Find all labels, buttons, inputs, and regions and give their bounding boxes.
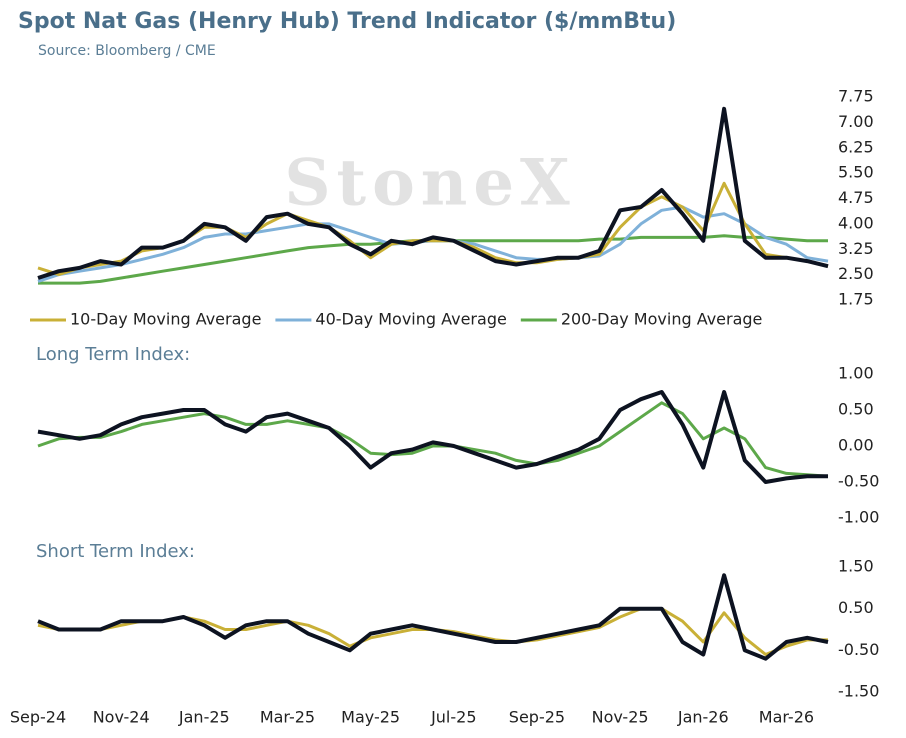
panel-title: Short Term Index:	[36, 541, 195, 562]
legend-label: 40-Day Moving Average	[315, 310, 506, 329]
series-line	[37, 390, 828, 484]
y-tick-label: 1.00	[838, 364, 874, 383]
x-tick-label: Mar-25	[260, 708, 315, 727]
series-line	[38, 234, 828, 285]
chart-subtitle: Source: Bloomberg / CME	[38, 43, 216, 59]
y-tick-label: -1.50	[838, 682, 879, 701]
x-tick-label: Jul-25	[430, 708, 476, 727]
series-line	[37, 106, 829, 280]
y-tick-label: 5.50	[838, 163, 874, 182]
panel-title: Long Term Index:	[36, 344, 190, 365]
x-tick-label: Nov-24	[93, 708, 150, 727]
x-tick-label: Jan-26	[677, 708, 729, 727]
y-tick-label: 0.00	[838, 436, 874, 455]
legend-label: 200-Day Moving Average	[561, 310, 763, 329]
x-tick-label: Sep-25	[509, 708, 565, 727]
y-tick-label: 1.50	[838, 557, 874, 576]
x-tick-label: May-25	[341, 708, 400, 727]
y-tick-label: -1.00	[838, 508, 879, 527]
x-tick-label: Jan-25	[178, 708, 230, 727]
y-tick-label: 4.75	[838, 188, 874, 207]
y-tick-label: 2.50	[838, 264, 874, 283]
y-tick-label: 0.50	[838, 598, 874, 617]
y-tick-label: -0.50	[838, 472, 879, 491]
y-tick-label: 7.00	[838, 112, 874, 131]
y-tick-label: -0.50	[838, 640, 879, 659]
series-line	[37, 401, 829, 478]
x-tick-label: Nov-25	[592, 708, 649, 727]
watermark: StoneX	[284, 146, 575, 221]
y-tick-label: 7.75	[838, 87, 874, 106]
x-tick-label: Sep-24	[10, 708, 66, 727]
y-tick-label: 4.00	[838, 213, 874, 232]
chart-title: Spot Nat Gas (Henry Hub) Trend Indicator…	[18, 9, 676, 34]
y-tick-label: 1.75	[838, 290, 874, 309]
y-tick-label: 0.50	[838, 400, 874, 419]
y-tick-label: 6.25	[838, 137, 874, 156]
legend-label: 10-Day Moving Average	[70, 310, 261, 329]
x-tick-label: Mar-26	[759, 708, 814, 727]
y-tick-label: 3.25	[838, 239, 874, 258]
series-line	[37, 573, 829, 661]
